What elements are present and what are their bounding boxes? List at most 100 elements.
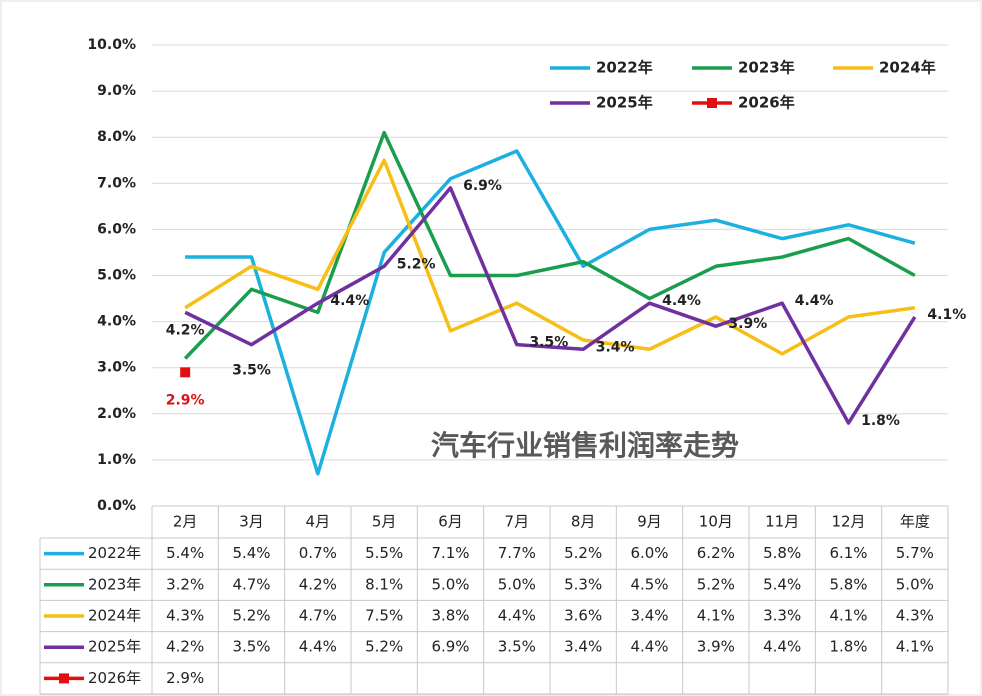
y-tick-label: 7.0%: [97, 175, 136, 191]
table-cell: 5.2%: [697, 575, 735, 593]
table-cell: 3.9%: [697, 638, 735, 656]
table-cell: 5.2%: [365, 638, 403, 656]
table-cell: 1.8%: [829, 638, 867, 656]
table-cell: 0.7%: [299, 544, 337, 562]
y-tick-label: 2.0%: [97, 406, 136, 422]
table-series-name: 2022年: [88, 544, 141, 562]
table-cell: 7.7%: [498, 544, 536, 562]
legend-label: 2025年: [596, 94, 653, 112]
table-cell: 3.5%: [232, 638, 270, 656]
table-cell: 3.2%: [166, 575, 204, 593]
table-cell: 4.4%: [299, 638, 337, 656]
table-cell: 4.1%: [829, 607, 867, 625]
table-cell: 5.8%: [763, 544, 801, 562]
table-cell: 5.4%: [232, 544, 270, 562]
y-tick-label: 6.0%: [97, 221, 136, 237]
table-cell: 4.4%: [630, 638, 668, 656]
data-table: 2月 3月 4月 5月 6月 7月 8月 9月 10月 11月 12月 年度 2022年 5.4% 5.4%…: [39, 505, 949, 695]
table-cell: 5.3%: [564, 575, 602, 593]
data-label: 2.9%: [166, 392, 205, 408]
y-tick-label: 10.0%: [87, 37, 136, 53]
data-label: 1.8%: [861, 413, 900, 429]
table-series-name: 2025年: [88, 638, 141, 656]
x-tick-label: 8月: [571, 513, 596, 531]
table-cell: 6.9%: [431, 638, 469, 656]
data-label: 3.5%: [529, 335, 568, 351]
series-line: [185, 149, 916, 476]
table-cell: 4.2%: [166, 638, 204, 656]
data-label: 6.9%: [463, 178, 502, 194]
x-tick-label: 2月: [173, 513, 198, 531]
data-label: 3.9%: [728, 316, 767, 332]
data-label: 4.4%: [662, 293, 701, 309]
data-label: 3.4%: [596, 339, 635, 355]
table-series-name: 2023年: [88, 575, 141, 593]
table-cell: 3.3%: [763, 607, 801, 625]
table-cell: 3.4%: [630, 607, 668, 625]
table-cell: 6.0%: [630, 544, 668, 562]
table-cell: 7.5%: [365, 607, 403, 625]
point-marker: [180, 367, 191, 378]
table-cell: 6.1%: [829, 544, 867, 562]
table-cell: 5.2%: [564, 544, 602, 562]
series-line: [184, 186, 917, 425]
table-cell: 5.4%: [166, 544, 204, 562]
y-tick-label: 1.0%: [97, 452, 136, 468]
table-cell: 7.1%: [431, 544, 469, 562]
table-marker: [59, 673, 69, 684]
legend-label: 2023年: [738, 59, 795, 77]
table-cell: 4.1%: [697, 607, 735, 625]
x-tick-label: 3月: [239, 513, 264, 531]
y-tick-label: 5.0%: [97, 268, 136, 284]
table-cell: 4.5%: [630, 575, 668, 593]
table-cell: 4.3%: [166, 607, 204, 625]
table-cell: 5.4%: [763, 575, 801, 593]
legend-label: 2026年: [738, 94, 795, 112]
x-tick-label: 4月: [306, 513, 331, 531]
series-line: [184, 158, 916, 356]
x-tick-label: 年度: [900, 513, 930, 531]
data-label: 4.4%: [330, 293, 369, 309]
data-label: 4.1%: [927, 307, 966, 323]
data-label: 5.2%: [397, 256, 436, 272]
x-tick-label: 11月: [765, 513, 799, 531]
data-label: 4.4%: [795, 293, 834, 309]
table-cell: 8.1%: [365, 575, 403, 593]
table-cell: 5.2%: [232, 607, 270, 625]
table-cell: 2.9%: [166, 669, 204, 687]
y-tick-label: 3.0%: [97, 360, 136, 376]
table-cell: 4.2%: [299, 575, 337, 593]
table-cell: 4.4%: [498, 607, 536, 625]
table-cell: 5.8%: [829, 575, 867, 593]
data-label: 4.2%: [166, 322, 205, 338]
table-cell: 3.5%: [498, 638, 536, 656]
table-cell: 3.8%: [431, 607, 469, 625]
x-tick-label: 9月: [637, 513, 662, 531]
table-cell: 3.4%: [564, 638, 602, 656]
table-cell: 4.7%: [299, 607, 337, 625]
table-cell: 5.7%: [896, 544, 934, 562]
x-tick-label: 12月: [831, 513, 865, 531]
table-cell: 4.1%: [896, 638, 934, 656]
legend-marker: [707, 98, 717, 108]
legend-label: 2024年: [879, 59, 936, 77]
table-series-name: 2024年: [88, 607, 141, 625]
table-cell: 5.0%: [498, 575, 536, 593]
y-tick-label: 0.0%: [97, 498, 136, 514]
x-tick-label: 10月: [699, 513, 733, 531]
table-cell: 6.2%: [697, 544, 735, 562]
legend-label: 2022年: [596, 59, 653, 77]
data-label: 3.5%: [232, 363, 271, 379]
table-cell: 4.4%: [763, 638, 801, 656]
table-cell: 3.6%: [564, 607, 602, 625]
x-tick-label: 5月: [372, 513, 397, 531]
y-tick-label: 9.0%: [97, 83, 136, 99]
table-cell: 4.7%: [232, 575, 270, 593]
table-cell: 5.5%: [365, 544, 403, 562]
x-tick-label: 7月: [505, 513, 530, 531]
table-cell: 5.0%: [896, 575, 934, 593]
table-cell: 4.3%: [896, 607, 934, 625]
x-tick-label: 6月: [438, 513, 463, 531]
